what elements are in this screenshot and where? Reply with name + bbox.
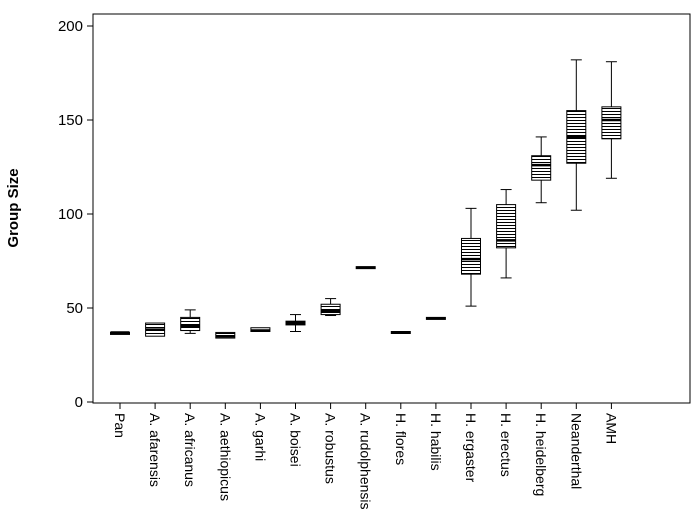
y-tick-label: 150 — [58, 112, 83, 129]
x-tick-label: A. africanus — [182, 413, 198, 487]
x-tick-label: A. garhi — [252, 413, 268, 461]
box-body — [531, 155, 552, 181]
box-6 — [320, 298, 341, 317]
box-1 — [145, 322, 166, 337]
x-tick-label: H. ergaster — [463, 413, 479, 483]
x-tick-label: A. afarensis — [147, 413, 163, 487]
x-tick-label: H. erectus — [498, 413, 514, 477]
y-tick-label: 100 — [58, 206, 83, 223]
box-12 — [531, 136, 552, 204]
box-10 — [461, 207, 481, 307]
box-2 — [180, 309, 201, 334]
box-9 — [425, 316, 446, 320]
boxes — [110, 59, 622, 339]
box-body — [320, 303, 341, 316]
box-8 — [390, 331, 411, 334]
box-body — [601, 106, 622, 140]
box-5 — [285, 314, 306, 332]
x-tick-label: H. flores — [393, 413, 409, 465]
box-0 — [110, 331, 130, 335]
x-tick-label: Pan — [112, 413, 128, 438]
x-tick-label: Neanderthal — [568, 413, 584, 489]
y-tick-label: 0 — [75, 394, 83, 411]
y-axis: 0 50 100 150 200 — [58, 18, 93, 411]
box-13 — [566, 59, 587, 211]
box-14 — [601, 61, 622, 179]
box-11 — [496, 189, 517, 279]
y-axis-title: Group Size — [5, 168, 22, 247]
x-tick-label: A. aethiopicus — [217, 413, 233, 501]
box-body — [180, 316, 201, 332]
y-tick-label: 50 — [66, 300, 83, 317]
x-tick-label: H. heidelberg — [533, 413, 549, 496]
box-7 — [355, 266, 376, 270]
y-tick-label: 200 — [58, 18, 83, 35]
x-tick-label: A. rudolphensis — [358, 413, 374, 510]
box-3 — [215, 331, 236, 339]
box-4 — [250, 327, 271, 332]
x-tick-label: H. habilis — [428, 413, 444, 471]
x-tick-label: A. robustus — [323, 413, 339, 484]
box-body — [496, 204, 517, 249]
x-tick-label: AMH — [603, 413, 619, 444]
box-body — [461, 237, 481, 275]
plot-area — [92, 13, 691, 404]
x-axis: Pan A. afarensis A. africanus A. aethiopicu… — [112, 403, 619, 510]
x-tick-label: A. boisei — [288, 413, 304, 467]
